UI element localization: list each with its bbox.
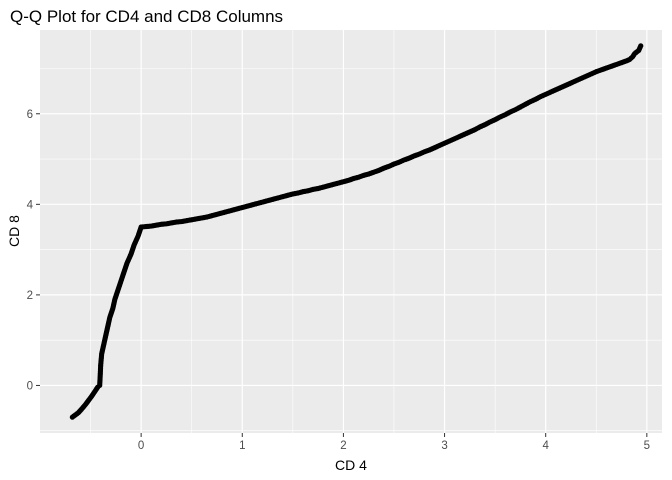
x-axis-ticks: 0 1 2 3 4 5 xyxy=(138,433,650,452)
x-axis-title: CD 4 xyxy=(335,457,367,473)
x-tick-label: 1 xyxy=(239,440,245,452)
plot-panel xyxy=(40,30,662,433)
major-gridlines xyxy=(40,30,662,433)
y-tick-label: 4 xyxy=(27,199,34,211)
y-tick-label: 2 xyxy=(27,290,33,302)
minor-gridlines xyxy=(40,30,662,433)
chart-title: Q-Q Plot for CD4 and CD8 Columns xyxy=(10,7,283,26)
x-tick-label: 2 xyxy=(340,440,346,452)
y-axis-ticks: 0 2 4 6 xyxy=(27,109,40,392)
x-tick-label: 3 xyxy=(441,440,447,452)
y-tick-label: 6 xyxy=(27,109,33,121)
y-axis-title: CD 8 xyxy=(6,215,22,247)
qq-point xyxy=(638,43,644,49)
points-layer xyxy=(69,43,644,420)
y-tick-label: 0 xyxy=(27,380,33,392)
x-tick-label: 5 xyxy=(644,440,650,452)
x-tick-label: 0 xyxy=(138,440,144,452)
x-tick-label: 4 xyxy=(542,440,549,452)
